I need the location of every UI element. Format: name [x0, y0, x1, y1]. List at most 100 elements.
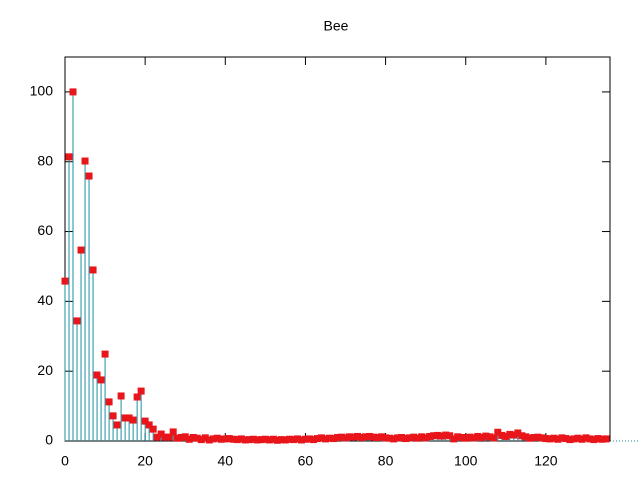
point: [97, 376, 105, 384]
point: [502, 432, 510, 440]
point: [117, 392, 125, 400]
chart-title: Bee: [324, 18, 349, 34]
point: [297, 436, 305, 444]
point: [530, 434, 538, 442]
point: [101, 350, 109, 358]
point: [65, 153, 73, 161]
point: [446, 432, 454, 440]
point: [578, 435, 586, 443]
point: [313, 435, 321, 443]
point: [129, 416, 137, 424]
point: [350, 433, 358, 441]
point: [301, 435, 309, 443]
point: [386, 434, 394, 442]
point: [149, 425, 157, 433]
point: [474, 432, 482, 440]
point: [574, 434, 582, 442]
point: [157, 430, 165, 438]
point: [77, 246, 85, 254]
point: [181, 433, 189, 441]
point: [486, 433, 494, 441]
point: [514, 429, 522, 437]
point: [566, 436, 574, 444]
point: [458, 434, 466, 442]
point: [61, 277, 69, 285]
point: [197, 436, 205, 444]
point: [225, 435, 233, 443]
point: [161, 433, 169, 441]
point: [546, 435, 554, 443]
x-tick-label: 20: [137, 453, 153, 469]
point: [410, 433, 418, 441]
point: [438, 432, 446, 440]
point: [241, 436, 249, 444]
point: [590, 436, 598, 444]
point: [366, 432, 374, 440]
point: [201, 434, 209, 442]
point: [426, 432, 434, 440]
point: [165, 433, 173, 441]
x-tick-label: 120: [534, 453, 558, 469]
point: [173, 434, 181, 442]
point: [354, 432, 362, 440]
point: [321, 435, 329, 443]
point: [209, 435, 217, 443]
point: [334, 434, 341, 442]
point: [518, 432, 526, 440]
point: [370, 433, 378, 441]
plot-border: [64, 56, 611, 442]
point: [177, 434, 185, 442]
point: [534, 433, 542, 441]
point: [265, 436, 273, 444]
point: [374, 434, 382, 442]
point: [185, 435, 193, 443]
point: [466, 433, 474, 441]
point: [482, 432, 490, 440]
point: [570, 435, 578, 443]
point: [305, 435, 313, 443]
point: [406, 434, 414, 442]
point: [490, 434, 498, 442]
point: [217, 435, 225, 443]
point: [141, 417, 149, 425]
point: [89, 266, 97, 274]
point: [462, 434, 470, 442]
point: [293, 435, 301, 443]
x-tick-label: 40: [218, 453, 234, 469]
point: [113, 421, 121, 429]
point: [109, 412, 117, 420]
point: [137, 387, 145, 395]
point: [69, 88, 77, 96]
point: [394, 434, 402, 442]
point: [538, 434, 546, 442]
point: [418, 433, 426, 441]
y-tick-label: 100: [30, 83, 54, 99]
point: [398, 434, 406, 442]
point: [478, 434, 486, 442]
point: [221, 435, 229, 443]
y-tick-label: 20: [37, 362, 53, 378]
point: [470, 434, 478, 442]
point: [245, 436, 253, 444]
point: [402, 435, 410, 443]
point: [338, 433, 346, 441]
point: [422, 434, 430, 442]
point: [414, 434, 422, 442]
point: [289, 436, 297, 444]
point: [153, 433, 161, 441]
point: [233, 436, 241, 444]
point: [450, 435, 458, 443]
point: [346, 433, 354, 441]
point: [205, 436, 213, 444]
point: [169, 428, 177, 436]
point: [285, 435, 293, 443]
point: [249, 435, 257, 443]
point: [121, 414, 129, 422]
point: [602, 435, 610, 443]
point: [309, 436, 317, 444]
point: [442, 431, 450, 439]
point: [269, 435, 277, 443]
point: [582, 434, 590, 442]
point: [193, 434, 201, 442]
